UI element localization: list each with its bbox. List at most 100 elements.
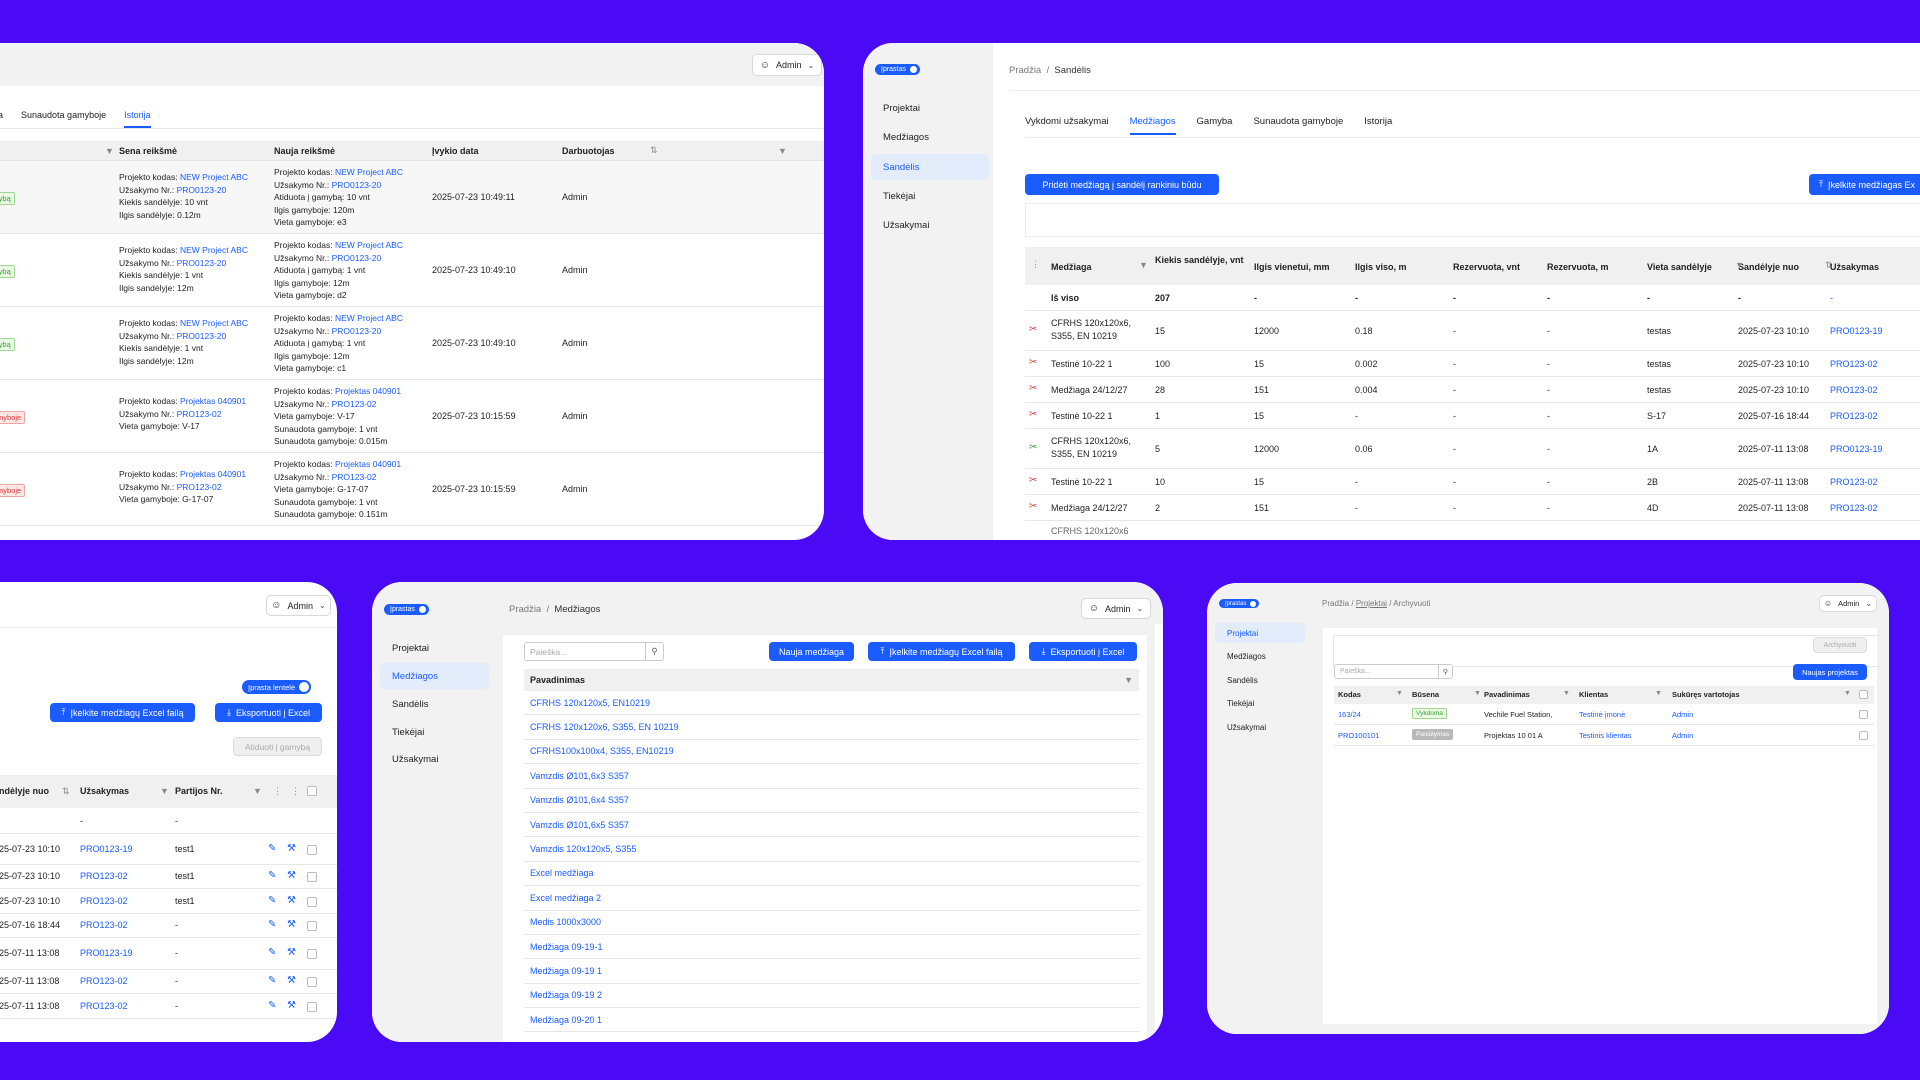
filter-icon[interactable]: ▼ — [1139, 260, 1148, 270]
order-link[interactable]: PRO123-02 — [1830, 385, 1878, 395]
paperclip-icon[interactable]: ✂ — [1029, 442, 1038, 453]
material-link[interactable]: Excel medžiaga — [530, 868, 594, 879]
filter-icon[interactable]: ▼ — [1735, 260, 1744, 270]
search-icon[interactable]: ⚲ — [1438, 665, 1452, 678]
import-excel-button[interactable]: ⤒ Įkelkite medžiagų Excel failą — [868, 642, 1015, 661]
mode-toggle[interactable]: Įprastas — [1219, 599, 1260, 608]
new-project-button[interactable]: Naujas projektas — [1793, 664, 1867, 680]
edit-icon[interactable]: ✎ — [268, 947, 277, 958]
client-link[interactable]: Testinė įmonė — [1579, 710, 1626, 719]
archive-button[interactable]: Archyvuoti — [1813, 637, 1867, 653]
new-link[interactable]: PRO0123-20 — [331, 325, 382, 336]
new-link[interactable]: PRO0123-20 — [331, 179, 382, 190]
sort-icon[interactable]: ⇅ — [1825, 260, 1833, 270]
admin-menu-button[interactable]: ☺ Admin ⌄ — [266, 595, 331, 616]
order-link[interactable]: PRO123-02 — [80, 976, 128, 986]
export-excel-button[interactable]: ⤓ Eksportuoti į Excel — [1029, 642, 1137, 661]
paperclip-icon[interactable]: ✂ — [1029, 383, 1038, 394]
breadcrumb-home[interactable]: Pradžia — [1009, 65, 1042, 76]
material-link[interactable]: CFRHS 120x120x6, S355, EN 10219 — [530, 722, 679, 733]
edit-icon[interactable]: ✎ — [268, 870, 277, 881]
tab-truncated[interactable]: a — [0, 110, 4, 120]
sidebar-item-projects[interactable]: Projektai — [883, 102, 920, 114]
drag-handle-icon[interactable]: ⋮ — [1031, 259, 1040, 269]
add-material-manually-button[interactable]: Pridėti medžiagą į sandėlį rankiniu būdu — [1025, 174, 1219, 195]
new-material-button[interactable]: Nauja medžiaga — [769, 642, 854, 661]
hammer-icon[interactable]: ⚒ — [287, 870, 296, 881]
old-link[interactable]: PRO0123-20 — [176, 257, 227, 268]
sidebar-item-orders[interactable]: Užsakymai — [392, 753, 439, 765]
new-link[interactable]: Projektas 040901 — [334, 459, 402, 469]
old-link[interactable]: PRO123-02 — [176, 408, 222, 419]
row-checkbox[interactable] — [307, 921, 317, 931]
old-link[interactable]: Projektas 040901 — [179, 469, 247, 479]
order-link[interactable]: PRO0123-19 — [1830, 444, 1883, 454]
sidebar-item-orders[interactable]: Užsakymai — [883, 219, 930, 231]
sidebar-item-projects[interactable]: Projektai — [392, 642, 429, 654]
order-link[interactable]: PRO0123-19 — [80, 948, 133, 958]
plain-table-toggle[interactable]: Įprasta lentelė — [242, 680, 312, 694]
sort-icon[interactable]: ⇅ — [62, 786, 70, 796]
edit-icon[interactable]: ✎ — [268, 842, 277, 854]
sidebar-item-warehouse[interactable]: Sandėlis — [1227, 675, 1258, 685]
order-link[interactable]: PRO123-02 — [80, 895, 128, 906]
row-checkbox[interactable] — [307, 949, 317, 959]
hammer-icon[interactable]: ⚒ — [287, 947, 296, 958]
old-link[interactable]: PRO0123-20 — [176, 184, 227, 195]
order-link[interactable]: PRO123-02 — [1830, 503, 1878, 513]
filter-icon[interactable]: ▼ — [1563, 690, 1570, 697]
creator-link[interactable]: Admin — [1672, 710, 1694, 719]
tab-materials[interactable]: Medžiagos — [1129, 116, 1176, 135]
tab-consumed[interactable]: Sunaudota gamyboje — [1253, 116, 1344, 127]
paperclip-icon[interactable]: ✂ — [1029, 475, 1038, 486]
row-checkbox[interactable] — [1859, 710, 1868, 719]
row-checkbox[interactable] — [307, 977, 317, 987]
old-link[interactable]: NEW Project ABC — [179, 318, 248, 328]
filter-icon[interactable]: ▼ — [1124, 675, 1133, 685]
tab-active-orders[interactable]: Vykdomi užsakymai — [1025, 116, 1109, 127]
row-checkbox[interactable] — [307, 872, 317, 882]
breadcrumb-projects[interactable]: Projektai — [1355, 599, 1387, 608]
material-link[interactable]: Excel medžiaga 2 — [530, 892, 602, 903]
breadcrumb-home[interactable]: Pradžia — [509, 604, 542, 615]
project-code-link[interactable]: PRO100101 — [1338, 731, 1380, 740]
order-link[interactable]: PRO123-02 — [1830, 359, 1878, 369]
creator-link[interactable]: Admin — [1672, 731, 1694, 740]
hammer-icon[interactable]: ⚒ — [287, 919, 296, 930]
search-input[interactable]: Paieška... ⚲ — [524, 642, 664, 661]
sort-icon[interactable]: ⇅ — [650, 145, 658, 155]
filter-icon[interactable]: ▼ — [1844, 690, 1851, 697]
sidebar-item-materials[interactable]: Medžiagos — [1227, 651, 1266, 661]
new-link[interactable]: PRO123-02 — [331, 471, 377, 482]
hammer-icon[interactable]: ⚒ — [287, 999, 296, 1011]
import-excel-button[interactable]: ⤒ Įkelkite medžiagų Excel failą — [50, 703, 195, 722]
sidebar-item-materials[interactable]: Medžiagos — [380, 663, 489, 689]
material-link[interactable]: CFRHS100x100x4, S355, EN10219 — [530, 746, 674, 757]
old-link[interactable]: Projektas 040901 — [179, 396, 247, 406]
new-link[interactable]: NEW Project ABC — [334, 240, 403, 250]
search-input[interactable]: Paieška... ⚲ — [1334, 664, 1453, 679]
sidebar-item-orders[interactable]: Užsakymai — [1227, 722, 1267, 732]
sidebar-item-warehouse[interactable]: Sandėlis — [392, 698, 429, 710]
admin-menu-button[interactable]: ☺ Admin ⌄ — [752, 54, 822, 76]
tab-history[interactable]: Istorija — [1364, 116, 1393, 127]
admin-menu-button[interactable]: ☺ Admin ⌄ — [1819, 595, 1877, 612]
edit-icon[interactable]: ✎ — [268, 999, 277, 1011]
filter-icon[interactable]: ▼ — [105, 146, 114, 156]
new-link[interactable]: Projektas 040901 — [334, 386, 402, 396]
breadcrumb-home[interactable]: Pradžia — [1322, 599, 1350, 608]
material-link[interactable]: Vamzdis Ø101,6x3 S357 — [530, 770, 629, 781]
order-link[interactable]: PRO123-02 — [1830, 477, 1878, 487]
filter-icon[interactable]: ▼ — [1474, 690, 1481, 697]
hammer-icon[interactable]: ⚒ — [287, 842, 296, 854]
material-link[interactable]: Vamzdis 120x120x5, S355 — [530, 844, 637, 855]
client-link[interactable]: Testinis klientas — [1579, 731, 1632, 740]
material-link[interactable]: Vamzdis Ø101,6x5 S357 — [530, 819, 629, 830]
new-link[interactable]: PRO123-02 — [331, 398, 377, 409]
import-materials-button[interactable]: ⤒ Įkelkite medžiagas Ex — [1809, 174, 1920, 195]
filter-icon[interactable]: ▼ — [778, 146, 787, 156]
select-all-checkbox[interactable] — [307, 786, 317, 796]
order-link[interactable]: PRO123-02 — [80, 871, 128, 881]
sidebar-item-suppliers[interactable]: Tiekėjai — [883, 190, 916, 202]
order-link[interactable]: PRO0123-19 — [80, 843, 133, 854]
